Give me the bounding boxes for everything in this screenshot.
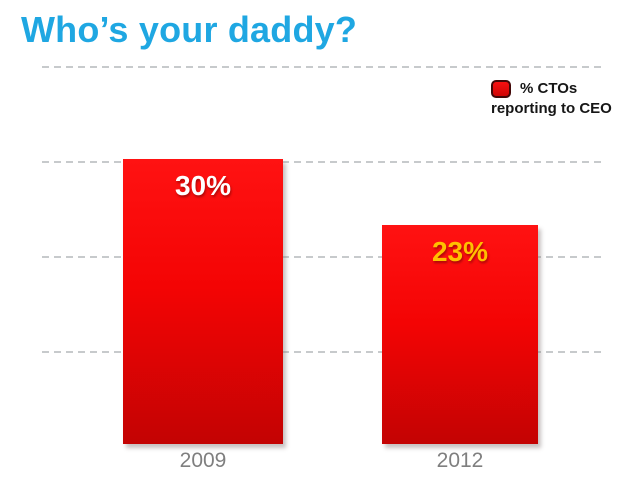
x-axis-tick-2009: 2009 [179,449,227,472]
legend-label-line1: % CTOs [520,80,578,97]
gridline-10pct [42,351,603,353]
bar-2009: 30% [123,159,283,444]
bar-2012: 23% [382,225,538,444]
chart-legend: % CTOs reporting to CEO [491,79,631,119]
legend-swatch-icon [491,80,511,98]
gridline-30pct [42,161,603,163]
chart-title: Who’s your daddy? [21,9,358,50]
bar-value-label-2012: 23% [431,236,489,267]
legend-row: % CTOs [491,79,631,99]
legend-label-line2: reporting to CEO [491,100,612,117]
bar-value-label-2009: 30% [174,170,232,201]
gridline-20pct [42,256,603,258]
x-axis-tick-2012: 2012 [436,449,484,472]
gridline-40pct [42,66,603,68]
